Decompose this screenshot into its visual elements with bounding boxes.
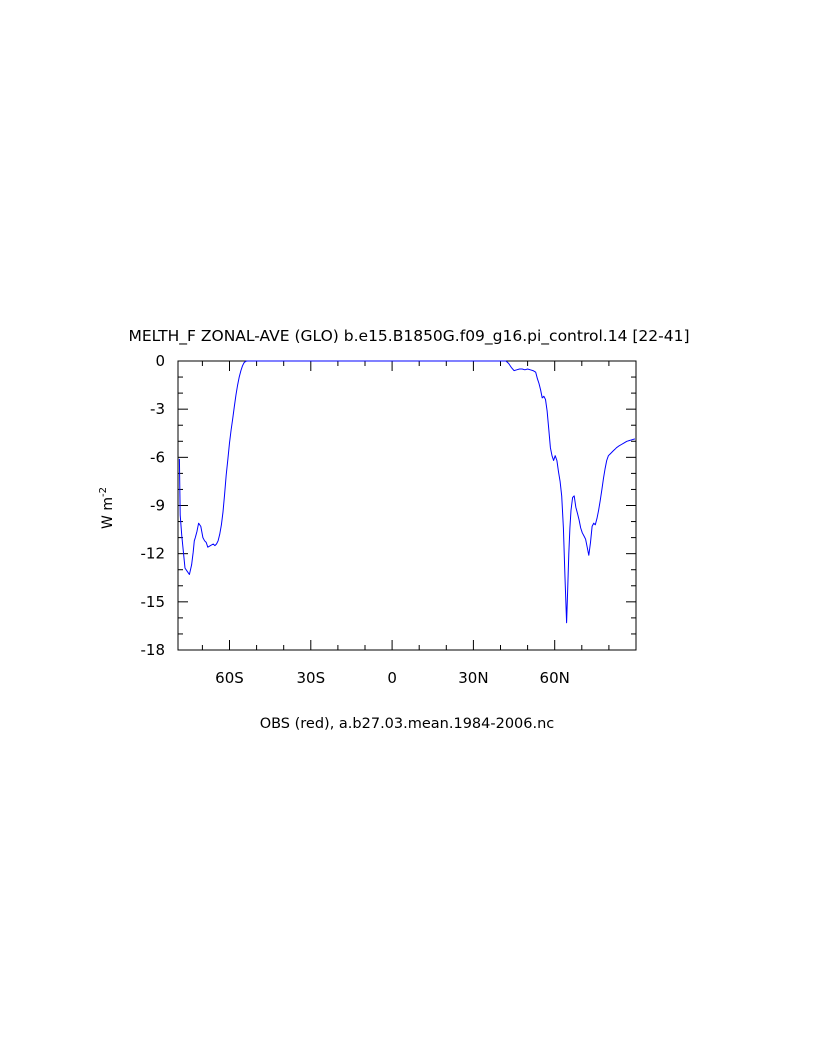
y-axis-label-units: W m bbox=[100, 497, 116, 529]
y-tick-label: -6 bbox=[150, 448, 165, 466]
x-tick-label: 0 bbox=[387, 669, 397, 687]
y-tick-label: -3 bbox=[150, 400, 165, 418]
tick-marks bbox=[178, 360, 637, 651]
y-tick-label: 0 bbox=[155, 352, 165, 370]
y-tick-label: -15 bbox=[141, 593, 166, 611]
y-tick-labels: 0 -3 -6 -9 -12 -15 -18 bbox=[141, 352, 166, 659]
series-line bbox=[178, 360, 636, 624]
y-tick-label: -18 bbox=[141, 641, 166, 659]
x-tick-label: 60N bbox=[540, 669, 570, 687]
x-tick-label: 30N bbox=[458, 669, 488, 687]
x-tick-label: 60S bbox=[215, 669, 244, 687]
x-tick-labels: 60S 30S 0 30N 60N bbox=[215, 669, 570, 687]
y-tick-label: -12 bbox=[141, 545, 166, 563]
plot-area: 60S 30S 0 30N 60N 0 -3 -6 -9 -12 -15 -18 bbox=[141, 352, 637, 687]
x-tick-label: 30S bbox=[296, 669, 325, 687]
y-tick-label: -9 bbox=[150, 497, 165, 515]
y-axis-label-exponent: -2 bbox=[98, 487, 109, 497]
series-group bbox=[178, 360, 636, 624]
chart-title: MELTH_F ZONAL-AVE (GLO) b.e15.B1850G.f09… bbox=[129, 327, 690, 346]
y-axis-label: W m-2 bbox=[98, 487, 116, 529]
chart-subtitle: OBS (red), a.b27.03.mean.1984-2006.nc bbox=[260, 716, 555, 732]
